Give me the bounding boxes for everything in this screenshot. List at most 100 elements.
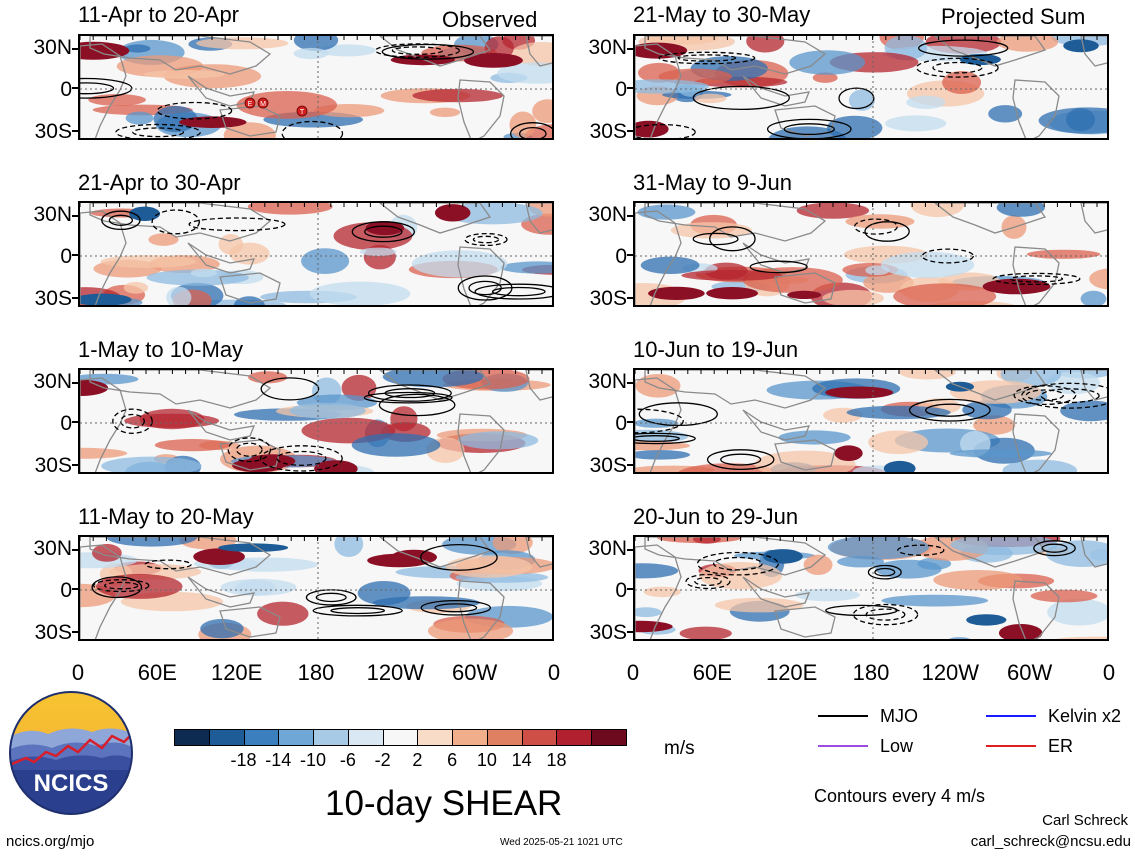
lat-tick (72, 464, 78, 466)
lat-tick (627, 421, 633, 423)
observed-header: Observed (442, 7, 538, 32)
lat-tick (627, 297, 633, 299)
panel-title: 31-May to 9-Jun (633, 170, 792, 195)
colorbar-label: 14 (511, 750, 532, 770)
panel-title: 11-May to 20-May (78, 504, 254, 529)
svg-text:M: M (260, 101, 266, 108)
colorbar-swatch (452, 729, 488, 746)
colorbar-label: -18 (230, 750, 257, 770)
colorbar-label: -6 (339, 750, 356, 770)
storm-marker-icon: E (244, 97, 256, 109)
longitude-label: 180 (297, 660, 335, 685)
panel-title: 20-Jun to 29-Jun (633, 504, 799, 529)
lat-tick (72, 254, 78, 256)
longitude-label: 0 (71, 660, 85, 685)
latitude-label: 30S (589, 454, 627, 477)
shear-map-panel (633, 535, 1109, 641)
lat-tick (72, 588, 78, 590)
lat-tick (627, 215, 633, 217)
longitude-label: 120W (921, 660, 980, 685)
latitude-label: 30S (589, 120, 627, 143)
longitude-label: 0 (547, 660, 561, 685)
colorbar-label: 18 (546, 750, 567, 770)
colorbar-swatch (243, 729, 280, 746)
longitude-label: 60E (692, 660, 732, 685)
latitude-label: 0 (60, 412, 72, 435)
panel-title: 21-May to 30-May (633, 2, 811, 27)
lat-tick (72, 421, 78, 423)
footer-timestamp: Wed 2025-05-21 1021 UTC (500, 837, 623, 848)
latitude-label: 0 (615, 78, 627, 101)
lat-tick (72, 87, 78, 89)
longitude-label: 0 (1102, 660, 1116, 685)
legend-label: ER (1048, 736, 1074, 756)
latitude-label: 30S (34, 287, 72, 310)
panel-title: 21-Apr to 30-Apr (78, 170, 241, 195)
latitude-label: 30S (34, 621, 72, 644)
colorbar-label: 10 (476, 750, 497, 770)
lat-tick (627, 48, 633, 50)
footer-url[interactable]: ncics.org/mjo (6, 833, 95, 850)
projected-header: Projected Sum (941, 4, 1086, 29)
latitude-label: 30N (588, 203, 627, 226)
shear-map-panel (78, 535, 554, 641)
colorbar-label: 6 (447, 750, 458, 770)
svg-text:T: T (300, 109, 305, 116)
author-name: Carl Schreck (1042, 812, 1128, 829)
latitude-label: 30N (588, 537, 627, 560)
colorbar-swatch (382, 729, 419, 746)
latitude-label: 30N (588, 370, 627, 393)
longitude-label: 60W (452, 660, 498, 685)
lat-tick (72, 48, 78, 50)
ncics-logo: NCICS (8, 690, 134, 816)
lat-tick (627, 464, 633, 466)
longitude-label: 120E (765, 660, 818, 685)
shear-map-panel (633, 368, 1109, 474)
storm-marker-icon: T (296, 105, 308, 117)
latitude-label: 0 (60, 78, 72, 101)
colorbar-swatch (208, 729, 245, 746)
colorbar-swatch (174, 729, 210, 746)
legend-label: MJO (880, 706, 918, 726)
colorbar-swatch (417, 729, 454, 746)
lat-tick (627, 631, 633, 633)
legend-label: Kelvin x2 (1048, 706, 1122, 726)
longitude-label: 120W (366, 660, 425, 685)
lat-tick (72, 549, 78, 551)
longitude-label: 120E (210, 660, 263, 685)
colorbar-swatch (347, 729, 384, 746)
legend-line (818, 715, 868, 717)
lat-tick (72, 297, 78, 299)
longitude-label: 0 (626, 660, 640, 685)
latitude-label: 0 (615, 579, 627, 602)
author-email[interactable]: carl_schreck@ncsu.edu (970, 833, 1131, 850)
colorbar-units: m/s (664, 738, 695, 759)
legend-line (986, 715, 1036, 717)
latitude-label: 30S (589, 287, 627, 310)
contours-note: Contours every 4 m/s (814, 786, 986, 806)
shear-map-panel (633, 34, 1109, 140)
colorbar-label: 2 (412, 750, 423, 770)
legend-label: Low (880, 736, 914, 756)
latitude-label: 30N (33, 537, 72, 560)
colorbar-swatch (521, 729, 558, 746)
colorbar-swatch (313, 729, 349, 746)
legend-line (986, 745, 1036, 747)
lat-tick (627, 87, 633, 89)
latitude-label: 30N (33, 36, 72, 59)
lat-tick (72, 631, 78, 633)
lat-tick (72, 130, 78, 132)
lat-tick (627, 382, 633, 384)
latitude-label: 0 (615, 412, 627, 435)
colorbar-swatch (278, 729, 315, 746)
panel-title: 1-May to 10-May (78, 337, 244, 362)
colorbar-swatch (486, 729, 523, 746)
colorbar-label: -2 (374, 750, 391, 770)
colorbar-label: -10 (300, 750, 327, 770)
longitude-label: 60E (137, 660, 177, 685)
lat-tick (627, 254, 633, 256)
svg-text:E: E (248, 101, 253, 108)
logo-text: NCICS (34, 770, 109, 797)
latitude-label: 30S (589, 621, 627, 644)
